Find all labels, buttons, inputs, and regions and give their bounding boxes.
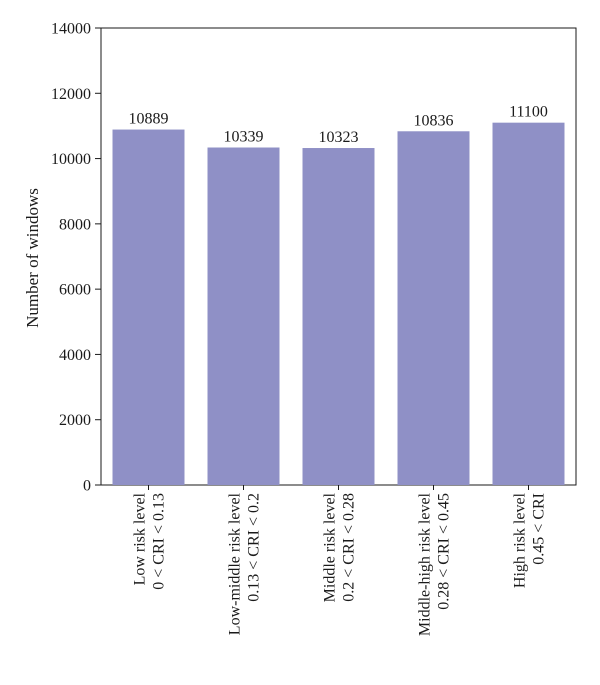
x-axis: Low risk level 0 < CRI < 0.13 Low-middle r… [132, 485, 548, 636]
x-category-label: Middle risk level 0.2 < CRI < 0.28 [322, 492, 358, 602]
bar-value-label: 11100 [509, 104, 548, 121]
bar-value-label: 10836 [414, 112, 454, 129]
bar-value-label: 10339 [224, 129, 264, 146]
y-axis: 0 2000 4000 6000 8000 10000 12000 14000 [51, 21, 101, 495]
bar-2 [207, 147, 280, 485]
x-category-label-line: Low-middle risk level [227, 492, 244, 635]
y-tick-label: 4000 [59, 347, 91, 364]
y-tick-label: 6000 [59, 282, 91, 299]
x-category-label-line: Low risk level [132, 492, 149, 585]
bar-1 [112, 129, 185, 485]
x-category-label-line: 0.28 < CRI < 0.45 [436, 493, 453, 610]
bars [112, 122, 565, 486]
y-tick-label: 14000 [51, 21, 91, 38]
bar-value-label: 10889 [129, 111, 169, 128]
x-category-label-line: Middle-high risk level [417, 492, 434, 636]
x-category-label-line: 0.45 < CRI [531, 493, 548, 565]
data-labels: 10889 10339 10323 10836 11100 [129, 104, 548, 146]
x-category-label: Low-middle risk level 0.13 < CRI < 0.2 [227, 492, 263, 635]
x-category-label: Middle-high risk level 0.28 < CRI < 0.45 [417, 492, 453, 636]
x-category-label: Low risk level 0 < CRI < 0.13 [132, 492, 168, 589]
y-tick-label: 2000 [59, 412, 91, 429]
y-tick-label: 8000 [59, 216, 91, 233]
y-tick-label: 10000 [51, 151, 91, 168]
y-tick-label: 12000 [51, 86, 91, 103]
x-category-label: High risk level 0.45 < CRI [512, 492, 548, 588]
y-axis-title: Number of windows [23, 188, 42, 328]
x-category-label-line: 0.2 < CRI < 0.28 [341, 493, 358, 602]
x-category-label-line: High risk level [512, 492, 529, 588]
bar-3 [302, 148, 375, 486]
x-category-label-line: Middle risk level [322, 492, 339, 602]
bar-4 [397, 131, 470, 486]
x-category-label-line: 0.13 < CRI < 0.2 [246, 493, 263, 602]
bar-value-label: 10323 [319, 129, 359, 146]
y-tick-label: 0 [83, 478, 91, 495]
bar-5 [492, 122, 565, 486]
x-category-label-line: 0 < CRI < 0.13 [151, 493, 168, 590]
